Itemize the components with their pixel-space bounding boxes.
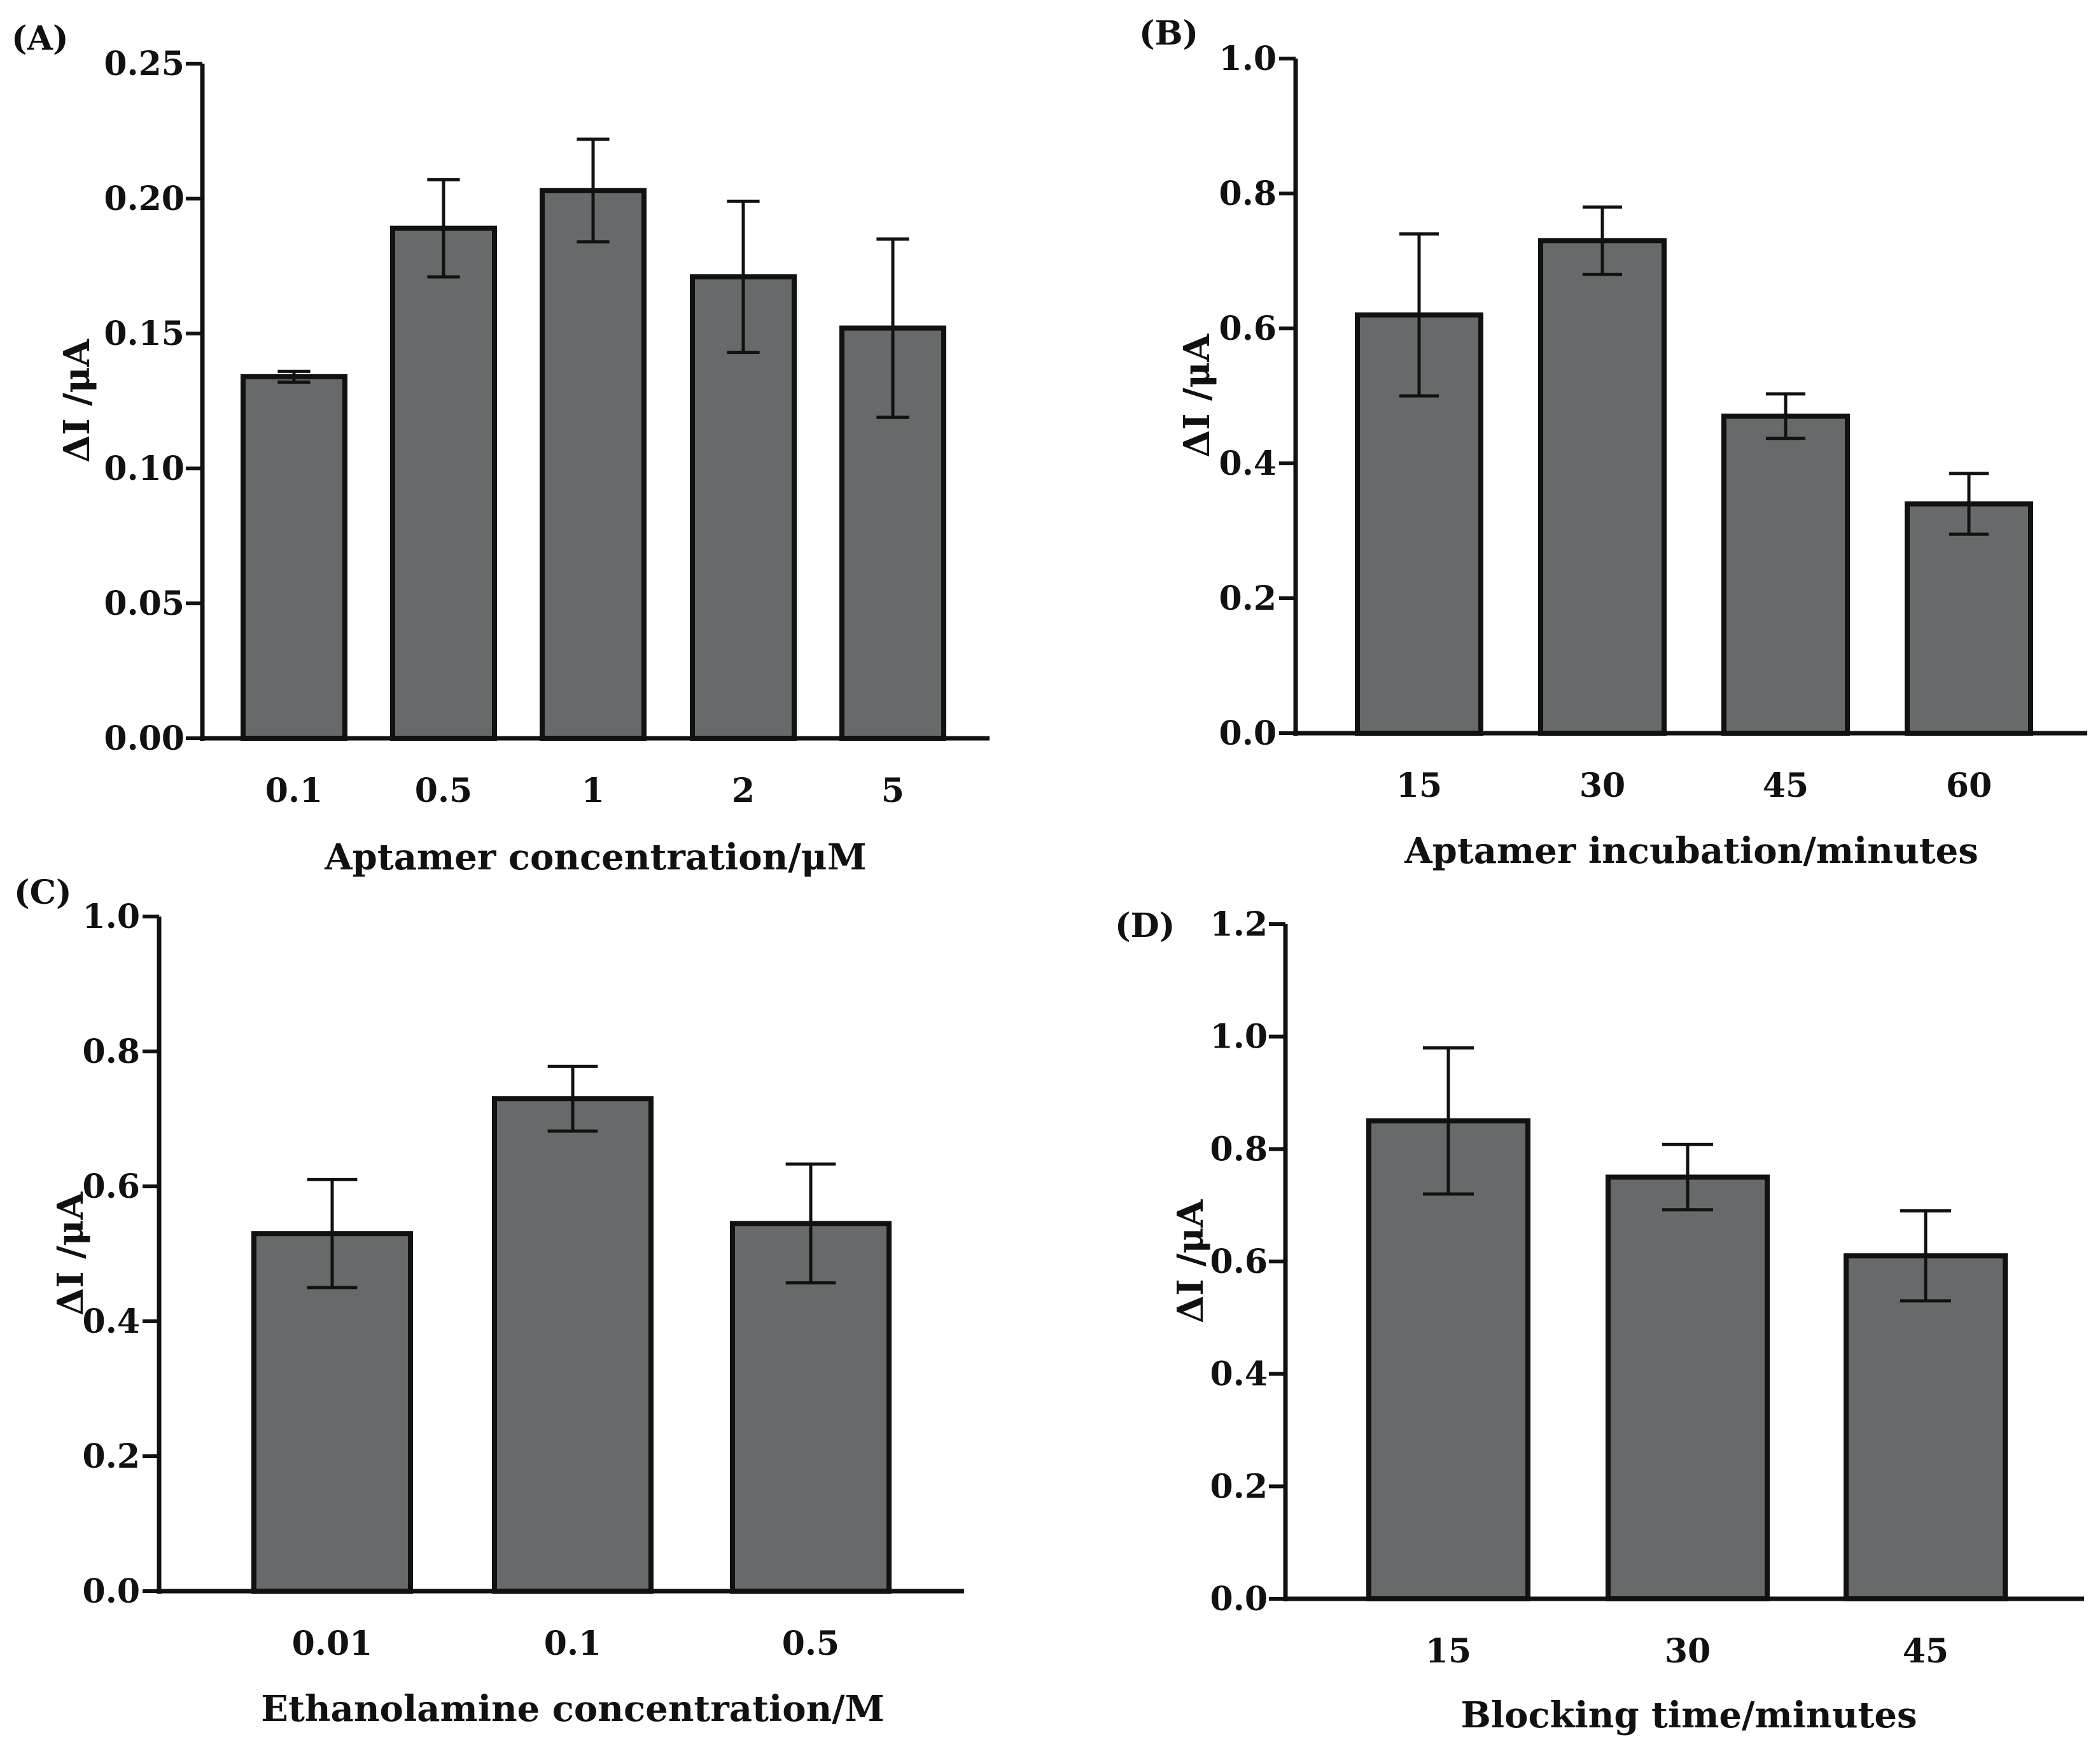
y-axis-title: ΔI /μA [56, 338, 98, 463]
y-tick-label: 0.6 [1219, 309, 1277, 348]
y-tick-label: 0.15 [104, 314, 185, 353]
y-tick-label: 0.2 [1219, 579, 1277, 618]
panel-label: (B) [1139, 14, 1198, 53]
y-tick-label: 0.20 [104, 179, 185, 218]
error-bar [277, 369, 311, 384]
y-tick-label: 0.4 [1210, 1355, 1268, 1394]
chart-panel-a: (A) 0.1 0.5 1 2 5 0.00 0.05 0.10 0.15 0.20 0.25 Apta… [11, 19, 990, 878]
x-tick-label: 0.5 [415, 771, 472, 810]
panel-label: (C) [14, 873, 72, 912]
x-tick-label: 0.5 [782, 1624, 839, 1663]
y-tick-label: 0.0 [83, 1572, 140, 1611]
chart-panel-d: (D) 15 30 45 0.0 0.2 0.4 0.6 0.8 1.0 1.2 Blocking t… [1115, 905, 2084, 1736]
error-bar [876, 237, 909, 419]
bar [1606, 1174, 1770, 1601]
bar [390, 225, 497, 741]
y-tick-label: 0.8 [83, 1032, 140, 1071]
y-tick-label: 0.4 [1219, 444, 1277, 483]
y-tick-label: 0.10 [104, 449, 185, 488]
bar [1538, 238, 1667, 736]
x-tick-label: 15 [1396, 766, 1442, 805]
error-bar [1582, 205, 1623, 276]
error-bar [1765, 392, 1806, 440]
x-axis-title: Ethanolamine concentration/M [261, 1688, 884, 1730]
x-tick-label: 2 [732, 771, 755, 810]
panel-label: (D) [1115, 906, 1175, 945]
bar [1844, 1253, 2008, 1601]
x-tick-label: 45 [1903, 1632, 1949, 1671]
y-tick-label: 1.0 [1219, 39, 1277, 78]
error-bar [1423, 1046, 1474, 1196]
error-bar [547, 1064, 598, 1133]
x-axis-title: Blocking time/minutes [1461, 1694, 1917, 1736]
error-bar [1399, 232, 1439, 398]
x-tick-label: 5 [881, 771, 904, 810]
y-tick-label: 0.25 [104, 45, 185, 83]
x-tick-label: 30 [1665, 1632, 1711, 1671]
y-tick-label: 0.2 [83, 1437, 140, 1476]
bar [1721, 413, 1850, 736]
bar [241, 374, 347, 741]
bar [540, 188, 647, 741]
bar [1905, 501, 2033, 736]
x-tick-label: 60 [1946, 766, 1992, 805]
chart-panel-c: (C) 0.01 0.1 0.5 0.0 0.2 0.4 0.6 0.8 1.0 Ethanolam… [14, 873, 964, 1730]
y-tick-label: 0.6 [1210, 1242, 1268, 1281]
x-tick-label: 1 [582, 771, 605, 810]
error-bar [307, 1177, 358, 1289]
y-axis-title: ΔI /μA [50, 1191, 92, 1316]
y-tick-label: 0.00 [104, 719, 185, 758]
x-axis-title: Aptamer concentration/μM [324, 836, 867, 878]
x-tick-label: 0.1 [544, 1624, 601, 1663]
y-axis-title: ΔI /μA [1176, 333, 1218, 458]
error-bar [727, 199, 760, 355]
y-tick-label: 0.0 [1210, 1580, 1268, 1619]
x-tick-label: 15 [1425, 1632, 1471, 1671]
y-tick-label: 0.8 [1219, 174, 1277, 213]
y-tick-label: 1.2 [1210, 905, 1268, 944]
error-bar [1949, 472, 1989, 536]
y-tick-label: 1.0 [83, 897, 140, 936]
error-bar [785, 1162, 836, 1285]
y-tick-label: 0.05 [104, 584, 185, 623]
error-bar [1662, 1142, 1713, 1212]
bar [492, 1096, 654, 1594]
x-tick-label: 30 [1579, 766, 1625, 805]
y-tick-label: 0.0 [1219, 714, 1277, 753]
x-tick-label: 0.1 [265, 771, 323, 810]
y-tick-label: 1.0 [1210, 1018, 1268, 1057]
error-bar [427, 178, 460, 279]
x-axis-title: Aptamer incubation/minutes [1404, 830, 1978, 872]
x-tick-label: 45 [1763, 766, 1809, 805]
y-tick-label: 0.4 [83, 1302, 140, 1341]
y-tick-label: 0.8 [1210, 1130, 1268, 1169]
y-tick-label: 0.6 [83, 1167, 140, 1206]
y-axis-title: ΔI /μA [1170, 1198, 1212, 1323]
error-bar [1900, 1209, 1951, 1303]
panel-label: (A) [11, 19, 69, 58]
chart-panel-b: (B) 15 30 45 60 0.0 0.2 0.4 0.6 0.8 1.0 Aptamer inc… [1139, 14, 2087, 872]
error-bar [577, 137, 610, 244]
y-tick-label: 0.2 [1210, 1467, 1268, 1506]
x-tick-label: 0.01 [292, 1624, 373, 1663]
